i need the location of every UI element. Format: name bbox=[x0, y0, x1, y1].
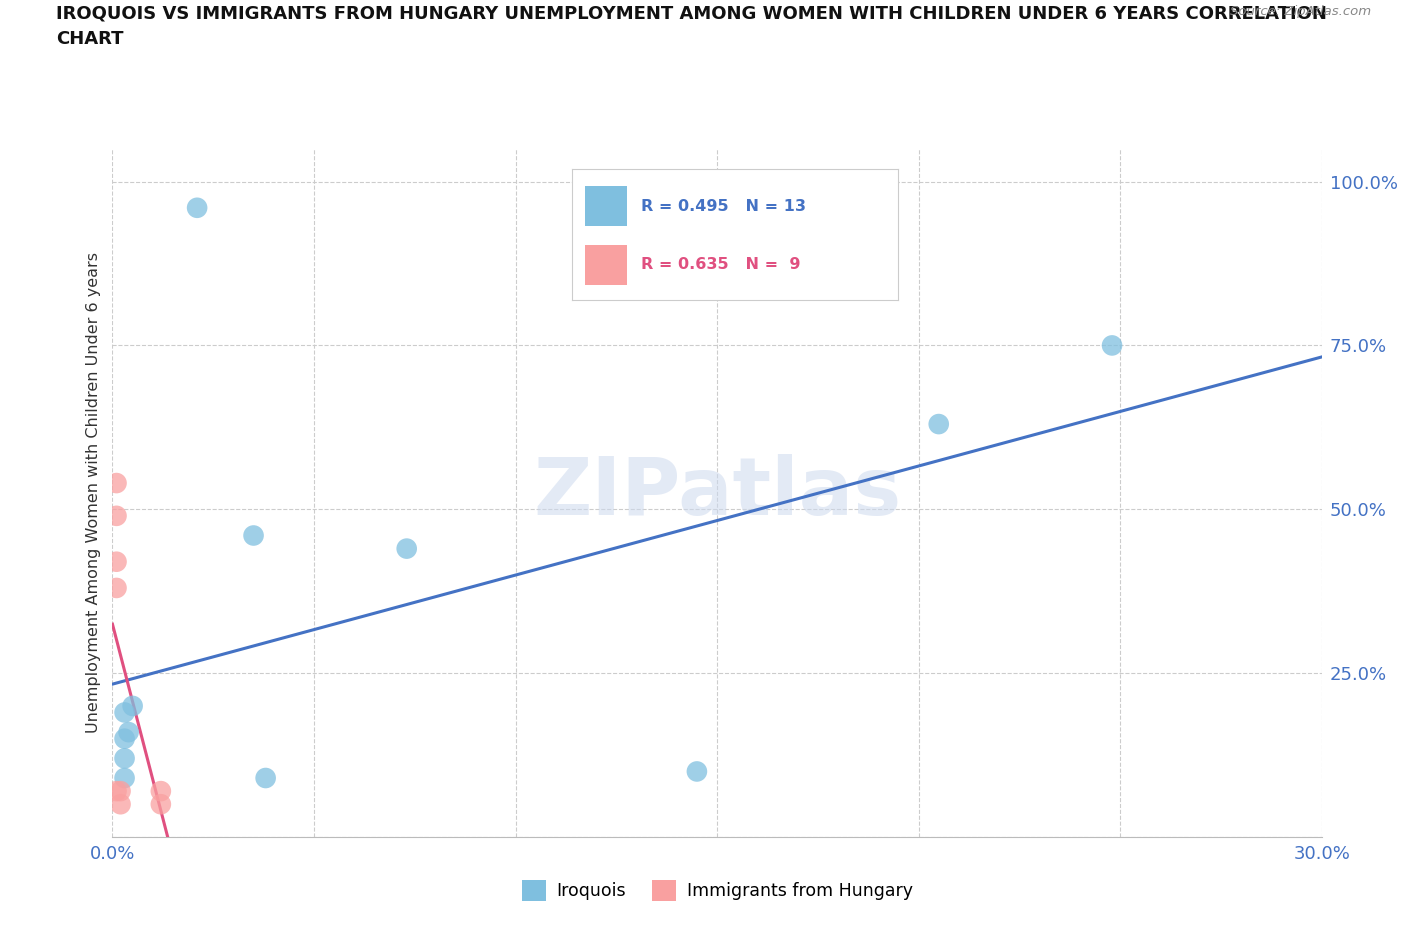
Text: ZIPatlas: ZIPatlas bbox=[533, 454, 901, 532]
Point bbox=[186, 200, 208, 215]
Point bbox=[242, 528, 264, 543]
Point bbox=[114, 771, 136, 786]
Text: Source: ZipAtlas.com: Source: ZipAtlas.com bbox=[1230, 5, 1371, 18]
Legend: Iroquois, Immigrants from Hungary: Iroquois, Immigrants from Hungary bbox=[515, 873, 920, 908]
Point bbox=[1101, 338, 1123, 352]
Point bbox=[121, 698, 143, 713]
Point bbox=[395, 541, 418, 556]
Point bbox=[110, 797, 132, 812]
Point bbox=[105, 554, 128, 569]
Point bbox=[117, 724, 139, 739]
Point bbox=[110, 784, 132, 799]
Point bbox=[105, 580, 128, 595]
Point bbox=[928, 417, 950, 432]
Point bbox=[686, 764, 709, 779]
Point bbox=[149, 797, 172, 812]
Point bbox=[105, 509, 128, 524]
Point bbox=[254, 771, 277, 786]
Point bbox=[149, 784, 172, 799]
Y-axis label: Unemployment Among Women with Children Under 6 years: Unemployment Among Women with Children U… bbox=[86, 252, 101, 734]
Point bbox=[114, 731, 136, 746]
Point bbox=[114, 751, 136, 765]
Text: CHART: CHART bbox=[56, 30, 124, 47]
Point bbox=[105, 475, 128, 490]
Point bbox=[105, 784, 128, 799]
Point bbox=[114, 705, 136, 720]
Text: IROQUOIS VS IMMIGRANTS FROM HUNGARY UNEMPLOYMENT AMONG WOMEN WITH CHILDREN UNDER: IROQUOIS VS IMMIGRANTS FROM HUNGARY UNEM… bbox=[56, 5, 1327, 22]
